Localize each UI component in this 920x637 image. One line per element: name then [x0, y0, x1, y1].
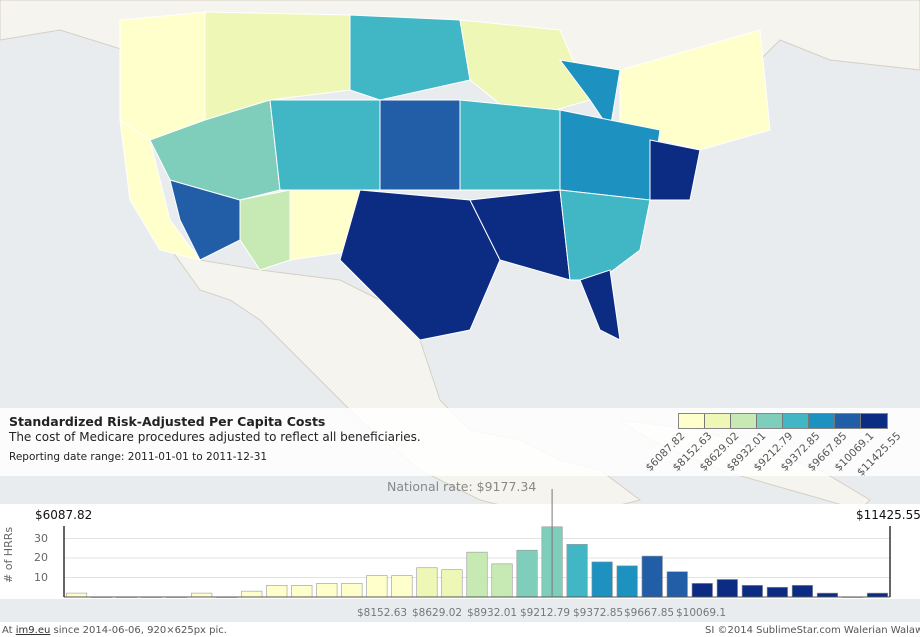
histogram-bar-30[interactable] [816, 592, 838, 598]
histogram-panel[interactable] [0, 489, 920, 599]
x-tick-1: $8629.02 [412, 607, 463, 619]
histogram-y-axis-label: # of HRRs [2, 526, 15, 583]
histogram-bar-21[interactable] [591, 561, 613, 598]
histogram-bar-27[interactable] [741, 585, 763, 598]
histogram-bar-16[interactable] [466, 551, 488, 598]
region-mid-atlantic[interactable] [649, 139, 701, 201]
region-northern-rockies[interactable] [204, 11, 351, 121]
histogram-bar-28[interactable] [766, 586, 788, 598]
range-min-label: $6087.82 [35, 508, 93, 522]
histogram-bar-13[interactable] [391, 575, 413, 598]
histogram-bar-7[interactable] [241, 590, 263, 598]
histogram-bar-20[interactable] [566, 544, 588, 598]
x-tick-0: $8152.63 [357, 607, 408, 619]
footer-site-link[interactable]: im9.eu [15, 625, 51, 636]
histogram-bar-10[interactable] [316, 583, 338, 598]
national-rate-label: National rate: $9177.34 [387, 479, 537, 494]
range-max-label: $11425.55 [856, 508, 920, 522]
y-tick-20: 20 [34, 551, 48, 564]
legend-swatch-4 [783, 414, 809, 428]
footer-credit: At im9.eu since 2014-06-06, 920×625px pi… [2, 625, 227, 636]
panel-subtitle: The cost of Medicare procedures adjusted… [9, 430, 421, 444]
histogram-bar-32[interactable] [866, 592, 889, 598]
region-florida[interactable] [579, 269, 621, 341]
region-dakotas[interactable] [349, 14, 471, 101]
histogram-bar-0[interactable] [65, 592, 88, 598]
x-tick-3: $9212.79 [520, 607, 571, 619]
x-tick-2: $8932.01 [467, 607, 518, 619]
histogram-bar-18[interactable] [516, 549, 538, 598]
histogram-bar-11[interactable] [341, 583, 363, 598]
x-tick-5: $9667.85 [624, 607, 675, 619]
region-arizona[interactable] [239, 189, 291, 271]
panel-title: Standardized Risk-Adjusted Per Capita Co… [9, 414, 326, 429]
histogram-chart[interactable] [0, 489, 920, 599]
y-tick-10: 10 [34, 570, 48, 584]
legend-swatch-0 [679, 414, 705, 428]
legend-swatch-5 [809, 414, 835, 428]
histogram-bar-15[interactable] [441, 569, 463, 598]
footer-prefix: At [2, 625, 16, 636]
region-iowa-missouri[interactable] [459, 99, 561, 191]
histogram-bar-29[interactable] [791, 585, 813, 598]
histogram-bar-5[interactable] [191, 592, 213, 598]
region-northeast[interactable] [619, 29, 771, 151]
legend-swatch-2 [731, 414, 757, 428]
legend-swatch-1 [705, 414, 731, 428]
legend-swatch-7 [861, 414, 887, 428]
reporting-date-range: Reporting date range: 2011-01-01 to 2011… [9, 451, 268, 463]
histogram-bar-24[interactable] [666, 571, 688, 598]
x-tick-6: $10069.1 [676, 607, 727, 619]
histogram-bar-12[interactable] [366, 575, 388, 598]
us-hrr-regions[interactable] [119, 11, 771, 341]
region-colorado-wyoming[interactable] [269, 99, 381, 191]
footer-bar [0, 622, 920, 637]
histogram-bar-26[interactable] [716, 579, 738, 598]
histogram-bar-14[interactable] [416, 567, 438, 598]
histogram-bar-8[interactable] [266, 585, 288, 598]
color-legend [678, 413, 888, 429]
histogram-bar-17[interactable] [491, 563, 513, 598]
footer-copyright: SI ©2014 SublimeStar.com Walerian Walaws… [705, 625, 920, 636]
legend-swatch-3 [757, 414, 783, 428]
region-southeast[interactable] [559, 189, 651, 281]
footer-suffix: since 2014-06-06, 920×625px pic. [50, 625, 227, 636]
region-pacific-nw[interactable] [119, 11, 206, 141]
region-plains[interactable] [379, 99, 461, 191]
legend-swatch-6 [835, 414, 861, 428]
y-tick-30: 30 [34, 531, 48, 545]
histogram-bar-22[interactable] [616, 565, 638, 598]
histogram-bar-23[interactable] [641, 555, 663, 598]
histogram-bar-25[interactable] [691, 583, 713, 598]
x-tick-4: $9372.85 [573, 607, 624, 619]
histogram-bar-9[interactable] [291, 585, 313, 598]
